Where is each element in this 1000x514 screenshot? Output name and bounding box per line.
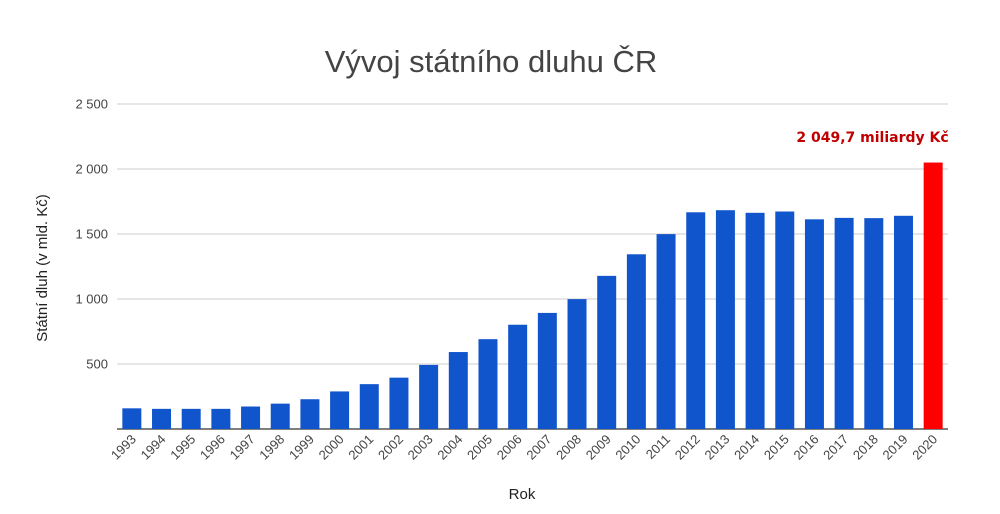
bar-2000 bbox=[330, 391, 350, 429]
bars bbox=[122, 162, 943, 429]
x-tick-label: 2004 bbox=[434, 432, 465, 463]
bar-1997 bbox=[241, 406, 261, 429]
x-tick-label: 1995 bbox=[167, 432, 198, 463]
bar-2017 bbox=[834, 217, 854, 429]
x-tick-label: 2009 bbox=[583, 432, 614, 463]
x-tick-label: 2005 bbox=[464, 432, 495, 463]
bar-2008 bbox=[567, 299, 587, 429]
x-tick-label: 2016 bbox=[791, 432, 822, 463]
bar-2004 bbox=[448, 352, 468, 429]
x-tick-label: 1994 bbox=[138, 432, 169, 463]
bar-2010 bbox=[626, 254, 646, 429]
x-tick-label: 2013 bbox=[701, 432, 732, 463]
bar-2015 bbox=[775, 211, 795, 429]
bar-1994 bbox=[152, 408, 172, 429]
x-tick-label: 2006 bbox=[494, 432, 525, 463]
x-tick-label: 1999 bbox=[286, 432, 317, 463]
x-tick-label: 2011 bbox=[643, 432, 673, 462]
bar-2001 bbox=[359, 384, 379, 429]
x-axis-label: Rok bbox=[509, 486, 536, 503]
bar-2016 bbox=[804, 219, 824, 429]
x-tick-label: 2008 bbox=[553, 432, 584, 463]
y-tick-label: 500 bbox=[86, 357, 108, 372]
x-tick-label: 2003 bbox=[405, 432, 436, 463]
y-tick-label: 2 500 bbox=[75, 97, 108, 112]
bar-1998 bbox=[270, 403, 290, 429]
x-tick-label: 2017 bbox=[820, 432, 851, 463]
bar-1995 bbox=[181, 408, 201, 429]
x-tick-label: 2015 bbox=[761, 432, 792, 463]
x-tick-label: 2010 bbox=[612, 432, 643, 463]
bar-2018 bbox=[864, 218, 884, 429]
bar-2006 bbox=[508, 324, 528, 429]
chart-title: Vývoj státního dluhu ČR bbox=[325, 44, 658, 79]
x-tick-label: 2002 bbox=[375, 432, 406, 463]
x-tick-label: 2018 bbox=[850, 432, 881, 463]
bar-2009 bbox=[597, 275, 617, 429]
y-tick-label: 2 000 bbox=[75, 162, 108, 177]
y-axis-label: Státní dluh (v mld. Kč) bbox=[34, 194, 51, 342]
bar-1999 bbox=[300, 399, 320, 429]
x-tick-label: 2001 bbox=[345, 432, 376, 463]
x-tick-label: 1993 bbox=[108, 432, 139, 463]
bar-2002 bbox=[389, 377, 409, 429]
x-tick-label: 2012 bbox=[672, 432, 703, 463]
y-tick-label: 1 500 bbox=[75, 227, 108, 242]
bar-2019 bbox=[893, 215, 913, 429]
bar-2012 bbox=[686, 212, 706, 429]
x-tick-label: 2014 bbox=[731, 432, 762, 463]
y-axis-ticks: 500 1 000 1 500 2 000 2 500 bbox=[75, 97, 108, 372]
x-tick-label: 2007 bbox=[523, 432, 554, 463]
x-axis-ticks: 1993199419951996199719981999200020012002… bbox=[108, 432, 940, 463]
bar-2003 bbox=[419, 364, 439, 429]
bar-annotation: 2 049,7 miliardy Kč bbox=[796, 130, 948, 146]
y-tick-label: 1 000 bbox=[75, 292, 108, 307]
bar-2013 bbox=[715, 210, 735, 429]
bar-2011 bbox=[656, 234, 676, 429]
x-tick-label: 2000 bbox=[316, 432, 347, 463]
x-tick-label: 1998 bbox=[256, 432, 287, 463]
bar-1996 bbox=[211, 408, 231, 429]
bar-2020 bbox=[923, 162, 943, 429]
bar-2007 bbox=[537, 312, 557, 429]
x-tick-label: 2019 bbox=[880, 432, 911, 463]
bar-2005 bbox=[478, 339, 498, 429]
x-tick-label: 1996 bbox=[197, 432, 228, 463]
bar-2014 bbox=[745, 212, 765, 429]
x-tick-label: 1997 bbox=[227, 432, 258, 463]
x-tick-label: 2020 bbox=[909, 432, 940, 463]
bar-1993 bbox=[122, 408, 142, 429]
